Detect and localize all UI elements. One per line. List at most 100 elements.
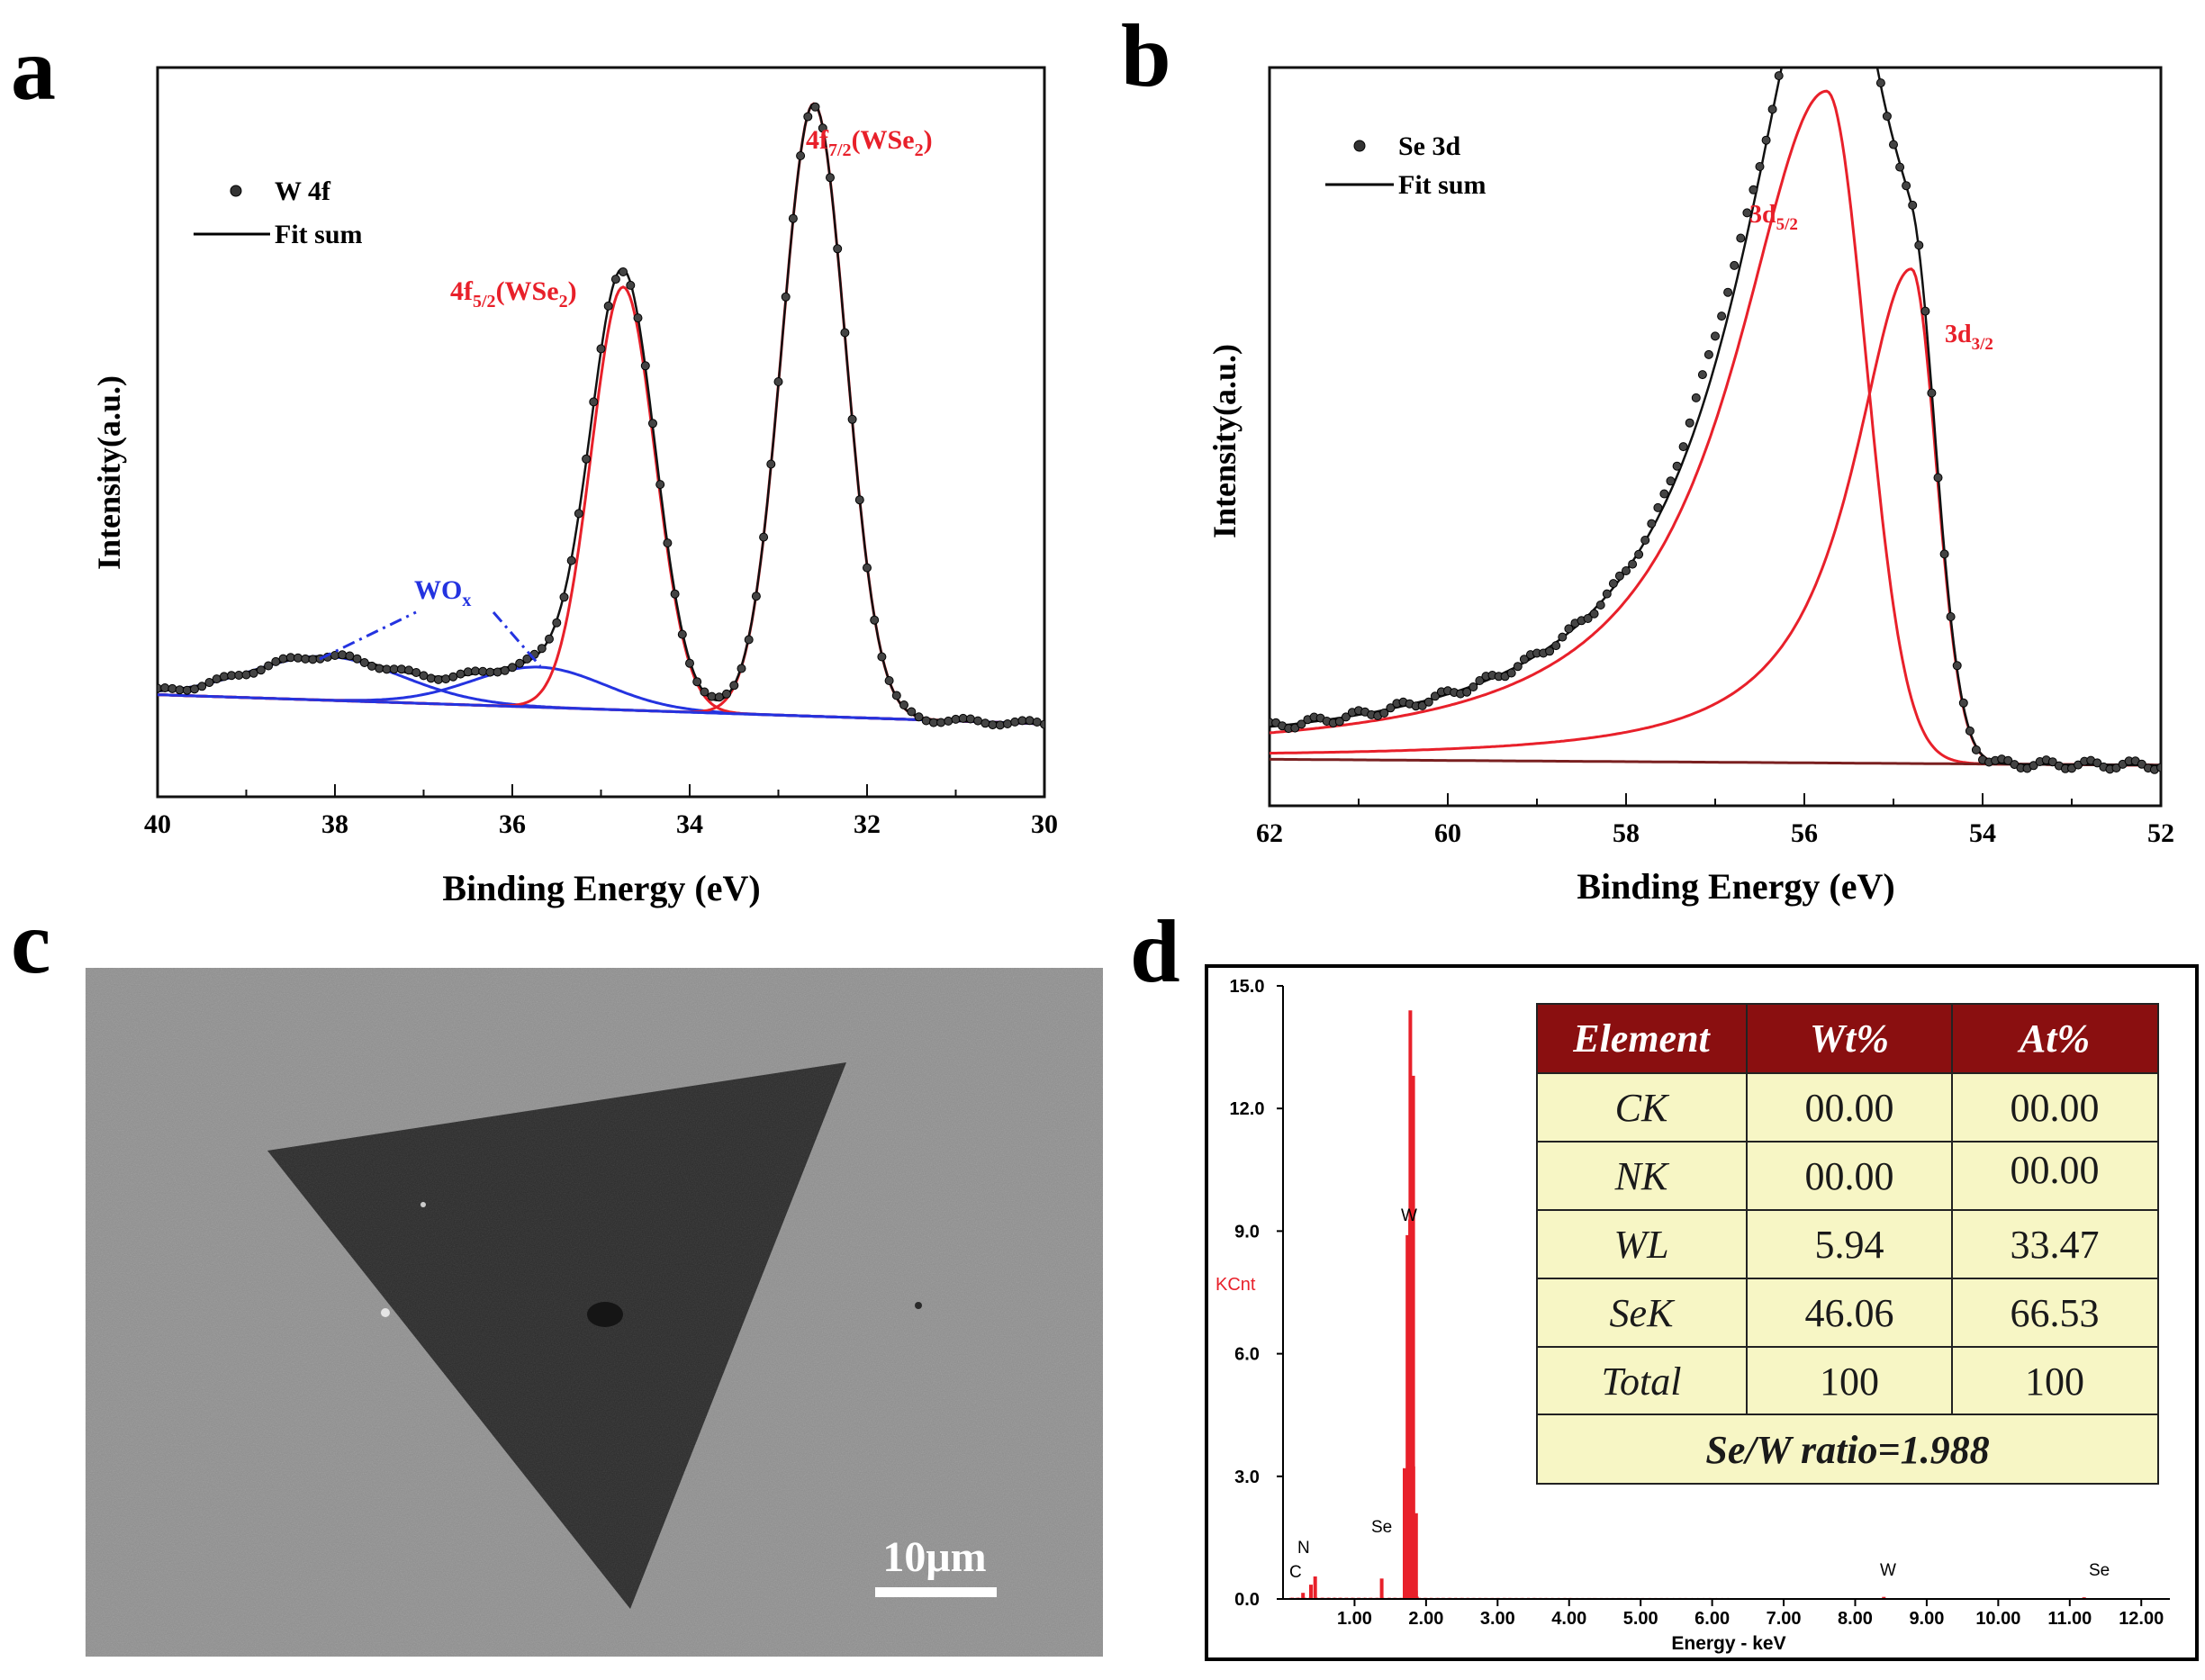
x-tick-label: 3.00: [1480, 1609, 1515, 1629]
data-point: [522, 654, 532, 664]
data-point: [655, 480, 665, 490]
data-point: [1958, 698, 1968, 708]
eds-spectrum-chart: 1.00 2.00 3.00 4.00 5.00 6.00 7.00 8.00 9.00 10.0…: [1205, 964, 2199, 1661]
x-tick-label: 38: [321, 809, 348, 839]
data-point: [722, 689, 731, 699]
x-tick-label: 6.00: [1694, 1609, 1730, 1629]
y-tick-label: 6.0: [1234, 1345, 1260, 1365]
dust-particle: [381, 1308, 390, 1317]
data-point: [1602, 589, 1612, 599]
data-point: [1475, 676, 1485, 685]
data-point: [907, 707, 917, 717]
data-point: [914, 712, 924, 722]
annot-N: N: [1297, 1539, 1310, 1558]
data-point: [1558, 632, 1568, 642]
data-point: [234, 671, 244, 680]
data-point: [981, 718, 990, 728]
data-point: [537, 644, 547, 654]
data-point: [566, 555, 576, 565]
data-point: [1703, 349, 1713, 359]
data-point: [1379, 709, 1389, 718]
data-point: [1640, 536, 1650, 545]
data-point: [1622, 566, 1631, 575]
data-point: [707, 691, 717, 701]
panel-label-c: c: [11, 892, 50, 992]
data-point: [936, 718, 946, 727]
data-point: [877, 652, 887, 662]
data-point: [1787, 12, 1795, 20]
annot-W-L: W: [1880, 1561, 1896, 1580]
sem-image: 10μm: [86, 968, 1103, 1657]
x-tick-label: 32: [854, 809, 881, 839]
x-tick-label: 8.00: [1838, 1609, 1873, 1629]
data-point: [729, 681, 739, 691]
data-point: [640, 361, 650, 371]
x-tick-label: 40: [144, 809, 171, 839]
data-point: [1506, 668, 1516, 678]
x-tick-label: 1.00: [1337, 1609, 1372, 1629]
x-axis-ticks: 40 38 36 34 32 30: [144, 784, 1058, 839]
data-point: [1545, 646, 1555, 656]
data-point: [1767, 104, 1777, 114]
x-axis-ticks: 62 60 58 56 54 52: [1256, 793, 2174, 848]
data-point: [1933, 473, 1943, 483]
x-tick-label: 58: [1613, 818, 1640, 848]
data-point: [833, 244, 843, 254]
data-point: [552, 618, 562, 628]
legend-point-icon: [1353, 140, 1366, 152]
data-point: [1003, 719, 1012, 728]
data-point: [212, 674, 221, 684]
data-point: [1730, 260, 1740, 270]
data-point: [574, 509, 583, 519]
data-point: [1902, 181, 1911, 191]
x-tick-label: 36: [499, 809, 526, 839]
cell-r0-c0: CK: [1615, 1086, 1670, 1130]
y-axis-label: Intensity(a.u.): [1206, 344, 1243, 538]
data-point: [419, 671, 429, 681]
data-point: [596, 344, 606, 354]
data-point: [773, 377, 783, 386]
data-point: [891, 691, 901, 700]
data-point: [375, 664, 384, 673]
legend: W 4f Fit sum: [194, 176, 363, 249]
data-point: [448, 672, 458, 682]
data-point: [744, 635, 754, 645]
data-point: [1864, 9, 1872, 17]
data-point: [619, 267, 628, 276]
y-tick-label: 0.0: [1234, 1590, 1260, 1610]
data-point: [2047, 757, 2057, 767]
annot-Se-K: Se: [2089, 1561, 2110, 1580]
data-point: [737, 664, 746, 673]
data-point: [2137, 759, 2146, 769]
data-point: [1895, 162, 1905, 172]
data-point: [1875, 78, 1885, 88]
fit-sum-curve: [1270, 68, 2161, 767]
y-axis-label: Intensity(a.u.): [91, 375, 127, 570]
data-point: [626, 280, 636, 290]
data-point: [1468, 682, 1478, 691]
data-point: [1430, 691, 1440, 701]
data-point: [508, 663, 517, 673]
axis-ticks: 1.00 2.00 3.00 4.00 5.00 6.00 7.00 8.00 9.00 10.0…: [1230, 977, 2164, 1629]
x-tick-label: 9.00: [1909, 1609, 1944, 1629]
data-point: [411, 668, 421, 677]
data-point: [988, 720, 998, 730]
spectrum-bars: [1289, 1010, 2086, 1598]
baseline-curve: [158, 693, 1044, 726]
data-point: [160, 683, 170, 692]
x-axis-label: Energy - keV: [1671, 1633, 1785, 1654]
data-point: [271, 656, 281, 666]
data-point: [1691, 393, 1701, 402]
y-axis-label: KCnt: [1215, 1275, 1256, 1295]
data-point: [301, 654, 311, 664]
data-point: [589, 397, 599, 407]
data-point: [818, 123, 827, 133]
data-point: [1742, 208, 1752, 218]
data-point: [359, 658, 369, 667]
data-point: [1927, 388, 1937, 398]
legend-line-label: Fit sum: [275, 220, 363, 249]
data-point: [404, 665, 414, 675]
data-point: [1697, 370, 1707, 380]
data-point: [1614, 571, 1624, 581]
data-point: [603, 301, 613, 311]
